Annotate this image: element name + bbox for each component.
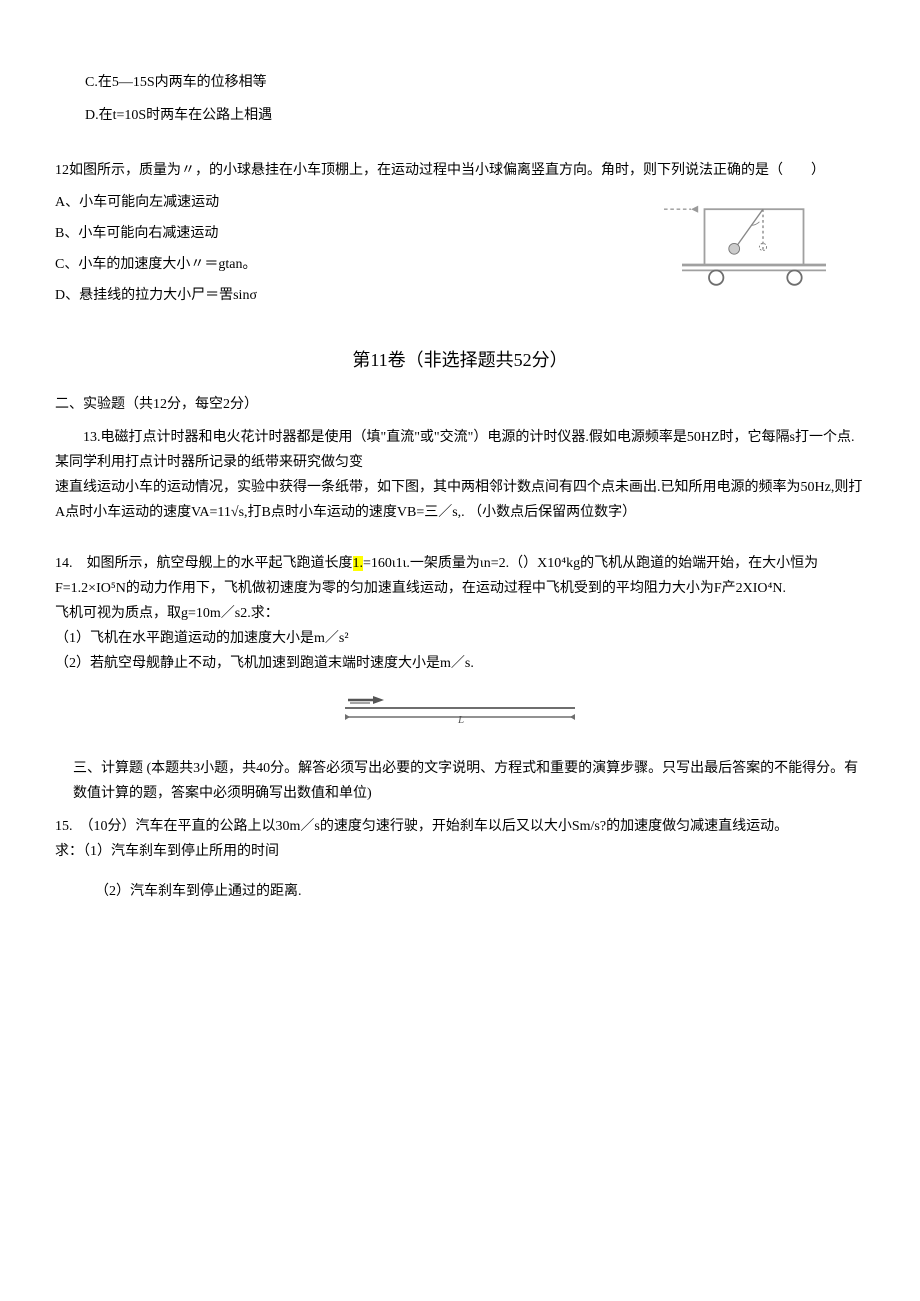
q12-option-a: A、小车可能向左减速运动	[55, 190, 655, 215]
q14-sub2: （2）若航空母舰静止不动，飞机加速到跑道末端时速度大小是m／s.	[55, 651, 865, 676]
q12-option-b: B、小车可能向右减速运动	[55, 221, 655, 246]
runway-diagram: L	[55, 692, 865, 736]
q15-paragraph1: 15. （10分）汽车在平直的公路上以30m／s的速度匀速行驶，开始刹车以后又以…	[55, 814, 865, 839]
q14-p1-a: 14. 如图所示，航空母舰上的水平起飞跑道长度	[55, 556, 353, 571]
q12-stem: 12如图所示，质量为〃，的小球悬挂在小车顶棚上，在运动过程中当小球偏离竖直方向。…	[55, 158, 865, 183]
section2-title: 第11卷（非选择题共52分）	[55, 344, 865, 376]
q13-stem: 13.电磁打点计时器和电火花计时器都是使用（填"直流"或"交流"）电源的计时仪器…	[55, 425, 865, 475]
q14-highlight: 1.	[353, 556, 364, 571]
svg-text:L: L	[457, 714, 464, 726]
q11-option-d: D.在t=10S时两车在公路上相遇	[55, 103, 865, 128]
q12-option-c: C、小车的加速度大小〃＝gtan。	[55, 252, 655, 277]
section2-subtitle: 二、实验题（共12分，每空2分）	[55, 392, 865, 417]
q14-sub1: （1）飞机在水平跑道运动的加速度大小是m／s²	[55, 626, 865, 651]
q13-continuation: 速直线运动小车的运动情况，实验中获得一条纸带，如下图，其中两相邻计数点间有四个点…	[55, 475, 865, 525]
q15-sub2: （2）汽车刹车到停止通过的距离.	[55, 879, 865, 904]
q14-paragraph1: 14. 如图所示，航空母舰上的水平起飞跑道长度1.=160ι1ι.一架质量为ιn…	[55, 551, 865, 601]
q15-paragraph2: 求：（1）汽车刹车到停止所用的时间	[55, 839, 865, 864]
q11-option-c: C.在5—15S内两车的位移相等	[55, 70, 865, 95]
q14-paragraph2: 飞机可视为质点，取g=10m／s2.求：	[55, 601, 865, 626]
q12-option-d: D、悬挂线的拉力大小尸＝罟sinσ	[55, 283, 655, 308]
section3-subtitle: 三、计算题 (本题共3小题，共40分。解答必须写出必要的文字说明、方程式和重要的…	[55, 756, 865, 806]
cart-pendulum-diagram	[655, 202, 835, 301]
